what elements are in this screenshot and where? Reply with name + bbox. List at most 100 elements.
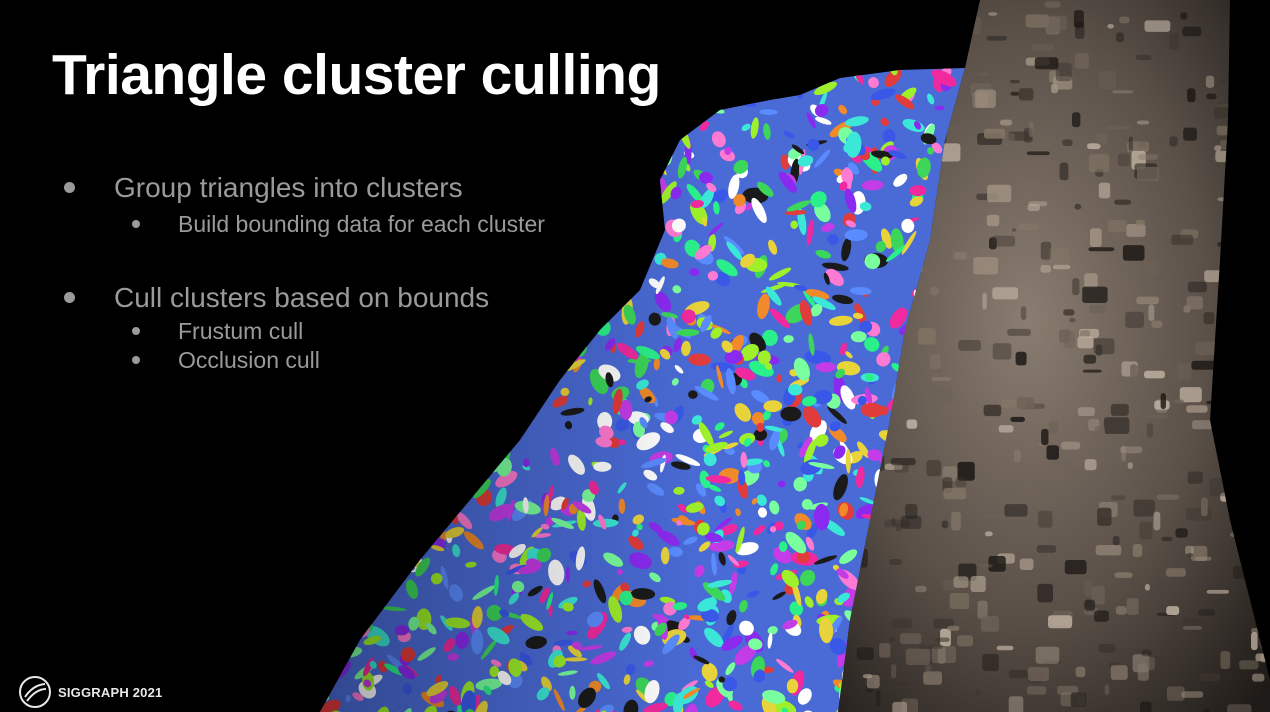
cluster-patch: [544, 257, 554, 265]
stone-carving-detail: [866, 674, 880, 689]
cluster-patch: [320, 539, 323, 556]
stone-carving-detail: [1238, 359, 1251, 368]
bullet-text: Cull clusters based on bounds: [114, 282, 490, 313]
cluster-patch: [359, 472, 375, 484]
stone-carving-detail: [1009, 79, 1020, 84]
cluster-patch: [336, 623, 349, 644]
stone-carving-detail: [1084, 580, 1092, 597]
siggraph-logo-icon: [19, 676, 51, 708]
stone-carving-detail: [1093, 338, 1115, 355]
stone-carving-detail: [902, 53, 913, 59]
stone-carving-detail: [977, 600, 988, 619]
stone-carving-detail: [942, 579, 956, 591]
stone-carving-detail: [1040, 265, 1052, 273]
cluster-patch: [402, 318, 418, 334]
cluster-patch: [547, 358, 561, 371]
stone-carving-detail: [1239, 660, 1259, 670]
stone-carving-detail: [1260, 644, 1270, 650]
cluster-patch: [490, 337, 506, 354]
cluster-patch: [499, 399, 517, 410]
cluster-patch: [453, 440, 470, 457]
stone-carving-detail: [1082, 286, 1108, 303]
stone-carving-detail: [842, 34, 850, 51]
stone-carving-detail: [1217, 241, 1243, 247]
stone-carving-detail: [1070, 692, 1087, 707]
stone-carving-detail: [1140, 701, 1152, 712]
sub-bullet-text: Occlusion cull: [178, 347, 320, 373]
cluster-patch: [430, 398, 448, 409]
cluster-patch: [320, 126, 337, 143]
cluster-patch: [377, 383, 392, 399]
stone-carving-detail: [1227, 704, 1252, 712]
stone-carving-detail: [930, 354, 941, 370]
cluster-patch: [662, 112, 677, 127]
stone-carving-detail: [1074, 203, 1082, 210]
stone-carving-detail: [1182, 625, 1202, 630]
stone-carving-detail: [1112, 535, 1120, 546]
cluster-patch: [574, 288, 588, 303]
cluster-patch: [641, 116, 661, 134]
stone-carving-detail: [1016, 397, 1035, 410]
stone-carving-detail: [1110, 403, 1129, 416]
stone-carving-detail: [1203, 312, 1215, 325]
stone-carving-detail: [1179, 387, 1202, 403]
cluster-patch: [343, 529, 352, 544]
stone-carving-detail: [1052, 264, 1071, 270]
stone-carving-detail: [1182, 26, 1202, 37]
stone-carving-detail: [1091, 585, 1105, 605]
cluster-patch: [576, 267, 598, 280]
cluster-patch: [533, 322, 542, 332]
stone-carving-detail: [1186, 405, 1208, 413]
cluster-patch: [384, 462, 391, 472]
cluster-patch: [605, 210, 621, 216]
cluster-patch: [491, 194, 498, 208]
stone-carving-detail: [926, 460, 942, 477]
cluster-patch: [454, 458, 467, 471]
stone-carving-detail: [1133, 499, 1155, 517]
stone-carving-detail: [1050, 337, 1059, 344]
cluster-patch: [533, 237, 541, 255]
stone-carving-detail: [911, 50, 933, 66]
cluster-patch: [332, 333, 350, 342]
cluster-patch: [504, 254, 518, 280]
cluster-patch: [575, 240, 599, 255]
cluster-patch: [324, 347, 339, 361]
stone-carving-detail: [1026, 151, 1050, 156]
cluster-patch: [477, 256, 490, 272]
cluster-patch: [320, 613, 329, 621]
cluster-patch: [490, 275, 503, 290]
cluster-patch: [389, 272, 397, 281]
cluster-patch: [359, 121, 375, 142]
stone-carving-detail: [1019, 558, 1034, 570]
cluster-patch: [421, 496, 436, 522]
cluster-patch: [320, 426, 325, 433]
cluster-patch: [695, 97, 703, 110]
stone-carving-detail: [895, 522, 902, 532]
cluster-patch: [366, 406, 392, 422]
sub-bullet-dot: [132, 356, 140, 365]
cluster-patch: [575, 170, 584, 179]
stone-carving-detail: [1197, 609, 1216, 616]
stone-carving-detail: [891, 664, 897, 679]
stone-carving-detail: [1075, 22, 1085, 39]
cluster-patch: [511, 130, 517, 138]
cluster-patch: [583, 243, 603, 266]
cluster-patch: [326, 456, 339, 471]
cluster-patch: [489, 356, 504, 374]
cluster-patch: [623, 207, 631, 213]
cluster-patch: [343, 465, 357, 482]
stone-carving-detail: [1235, 83, 1242, 101]
stone-carving-detail: [1248, 566, 1259, 572]
stone-carving-detail: [1238, 431, 1244, 438]
stone-carving-detail: [1183, 127, 1197, 141]
cluster-patch: [430, 464, 452, 482]
cluster-patch: [708, 68, 730, 79]
cluster-patch: [754, 80, 780, 90]
stone-carving-detail: [976, 72, 990, 76]
stone-carving-detail: [1227, 374, 1240, 389]
cluster-patch: [555, 127, 572, 152]
cluster-patch: [356, 377, 370, 392]
cluster-patch: [425, 485, 433, 492]
stone-carving-detail: [992, 343, 1012, 360]
